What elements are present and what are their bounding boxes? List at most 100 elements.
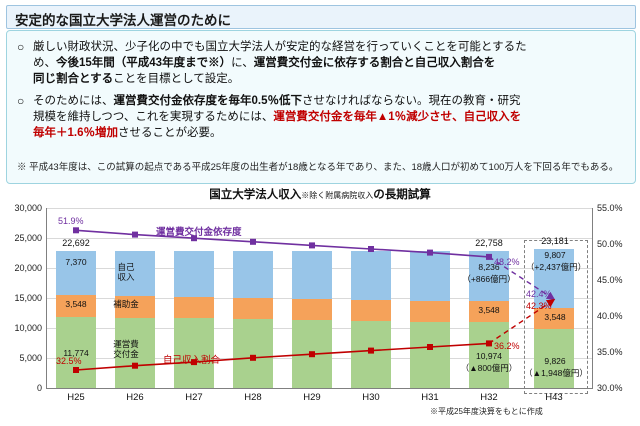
seglabel-subsidy: 補助金 xyxy=(113,299,139,309)
xtick-h32: H32 xyxy=(480,392,498,403)
line-self-income-share xyxy=(75,342,490,371)
bullet-2-line2-b: 運営費交付金を毎年▲1％減少させ、 xyxy=(273,111,464,123)
bar-h30-self xyxy=(351,251,391,300)
bar-h28-grant xyxy=(233,319,273,388)
bar-h27-self xyxy=(174,251,214,297)
bullet-1-line1: 厳しい財政状況、少子化の中でも国立大学法人が安定的な経営を行っていくことを可能と… xyxy=(33,41,527,53)
bullet-2-line3-b: させることが必要。 xyxy=(118,127,222,139)
ytick-right-50: 50.0% xyxy=(597,239,623,249)
bar-h25-grant xyxy=(56,317,96,388)
bullet-1-line3-b: ことを目標として設定。 xyxy=(113,73,240,85)
value-h32-self: 8,236 xyxy=(478,262,500,272)
value-h25-grant: 11,774 xyxy=(63,348,89,358)
page-title: 安定的な国立大学法人運営のために xyxy=(15,13,231,28)
bullet-2-line2-c: 自己収入を xyxy=(463,111,522,123)
bar-h25-subsidy xyxy=(56,295,96,317)
xtick-h43: H43 xyxy=(545,392,563,403)
bullet-1-line3-a: 同じ割合とする xyxy=(33,73,114,85)
y-axis-right-line xyxy=(592,208,593,389)
bar-h31-self xyxy=(410,251,450,301)
value-h32-grant: 10,974 xyxy=(476,351,502,361)
ytick-right-55: 55.0% xyxy=(597,203,623,213)
pct-h43-self: 42.3% xyxy=(526,301,552,311)
bullet-1-line2-b: 今後15年間（平成43年度まで※） xyxy=(56,57,232,69)
gridline-30000 xyxy=(46,208,592,209)
pct-h25-self: 32.5% xyxy=(56,356,82,366)
ytick-left-5000: 5,000 xyxy=(19,353,42,363)
gridline-25000 xyxy=(46,238,592,239)
chart-title-main: 国立大学法人収入 xyxy=(209,189,302,201)
bullet-1-line2-c: に、 xyxy=(231,57,254,69)
bar-h29-subsidy xyxy=(292,299,332,320)
value-h43-subsidy: 3,548 xyxy=(544,312,566,322)
xtick-h27: H27 xyxy=(185,392,203,403)
bullet-2-line2-a: 規模を維持しつつ、これを実現するためには、 xyxy=(33,111,274,123)
x-axis-line xyxy=(46,388,592,389)
bullet-2-text: そのためには、運営費交付金依存度を毎年0.5％低下させなければならない。現在の教… xyxy=(33,93,623,141)
bullet-2-line1-c: させなければならない。現在の教育・研究 xyxy=(302,95,521,107)
marker-group-self xyxy=(73,340,492,373)
xtick-h26: H26 xyxy=(126,392,144,403)
line-series-overlay xyxy=(73,227,556,373)
total-h32: 22,758 xyxy=(475,238,503,248)
xtick-h30: H30 xyxy=(362,392,380,403)
ytick-right-45: 45.0% xyxy=(597,275,623,285)
value-h43-self: 9,807 xyxy=(544,250,566,260)
bar-h30-grant xyxy=(351,321,391,388)
delta-h43-grant: （▲1,948億円） xyxy=(524,368,588,378)
delta-h43-self: （+2,437億円） xyxy=(525,262,587,272)
line-grant-dependency xyxy=(75,229,490,258)
bar-h26-grant xyxy=(115,318,155,388)
chart-plot-area: 0 5,000 10,000 15,000 20,000 25,000 30,0… xyxy=(0,200,640,426)
bar-h43-grant xyxy=(534,329,574,388)
bullet-2-line1-b: 運営費交付金依存度を毎年0.5％低下 xyxy=(113,95,303,107)
h43-highlight-box xyxy=(524,240,588,394)
value-h32-subsidy: 3,548 xyxy=(478,305,500,315)
slide-title-bar: 安定的な国立大学法人運営のために xyxy=(6,5,636,29)
ytick-left-0: 0 xyxy=(36,383,42,393)
seglabel-self-income: 自己 収入 xyxy=(117,262,135,282)
ytick-left-20000: 20,000 xyxy=(14,263,42,273)
value-h25-self: 7,370 xyxy=(65,257,87,267)
bar-h31-subsidy xyxy=(410,301,450,322)
total-h43: 23,181 xyxy=(541,236,569,246)
bar-h32-subsidy xyxy=(469,301,509,322)
ytick-right-30: 30.0% xyxy=(597,383,623,393)
bullet-1: ○ 厳しい財政状況、少子化の中でも国立大学法人が安定的な経営を行っていくことを可… xyxy=(17,39,623,87)
line-self-income-share-projection xyxy=(488,299,556,344)
bar-h26-self xyxy=(115,251,155,296)
ytick-left-25000: 25,000 xyxy=(14,233,42,243)
ytick-right-35: 35.0% xyxy=(597,347,623,357)
footnote-age: ※ 平成43年度は、この試算の起点である平成25年度の出生者が18歳となる年であ… xyxy=(17,162,619,173)
xtick-h31: H31 xyxy=(421,392,439,403)
bar-h27-grant xyxy=(174,318,214,388)
ytick-left-30000: 30,000 xyxy=(14,203,42,213)
bar-h31-grant xyxy=(410,322,450,388)
marker-group-grant xyxy=(73,227,492,260)
xtick-h29: H29 xyxy=(303,392,321,403)
bullet-2-line1-a: そのためには、 xyxy=(33,95,114,107)
bullet-1-line2-a: め、 xyxy=(33,57,56,69)
bullet-2: ○ そのためには、運営費交付金依存度を毎年0.5％低下させなければならない。現在… xyxy=(17,93,623,141)
line-grant-dependency-projection xyxy=(488,256,556,300)
bar-h28-subsidy xyxy=(233,298,273,319)
value-h25-subsidy: 3,548 xyxy=(65,299,87,309)
chart-title-tail: の長期試算 xyxy=(373,189,431,201)
ytick-right-40: 40.0% xyxy=(597,311,623,321)
chart-footnote: ※平成25年度決算をもとに作成 xyxy=(430,407,543,416)
xtick-h28: H28 xyxy=(244,392,262,403)
chart-title: 国立大学法人収入※除く附属病院収入の長期試算 xyxy=(0,186,640,202)
bar-h43-subsidy xyxy=(534,308,574,329)
pct-h25-grant: 51.9% xyxy=(58,216,84,226)
ytick-left-10000: 10,000 xyxy=(14,323,42,333)
bar-h26-subsidy xyxy=(115,296,155,318)
pct-h43-grant: 42.4% xyxy=(526,289,552,299)
bullet-1-mark: ○ xyxy=(17,40,25,54)
bullet-1-text: 厳しい財政状況、少子化の中でも国立大学法人が安定的な経営を行っていくことを可能と… xyxy=(33,39,623,87)
ytick-left-15000: 15,000 xyxy=(14,293,42,303)
bar-h29-self xyxy=(292,251,332,299)
bar-h30-subsidy xyxy=(351,300,391,321)
summary-box: ○ 厳しい財政状況、少子化の中でも国立大学法人が安定的な経営を行っていくことを可… xyxy=(6,30,636,184)
series-label-grant-dependency: 運営費交付金依存度 xyxy=(156,227,242,238)
